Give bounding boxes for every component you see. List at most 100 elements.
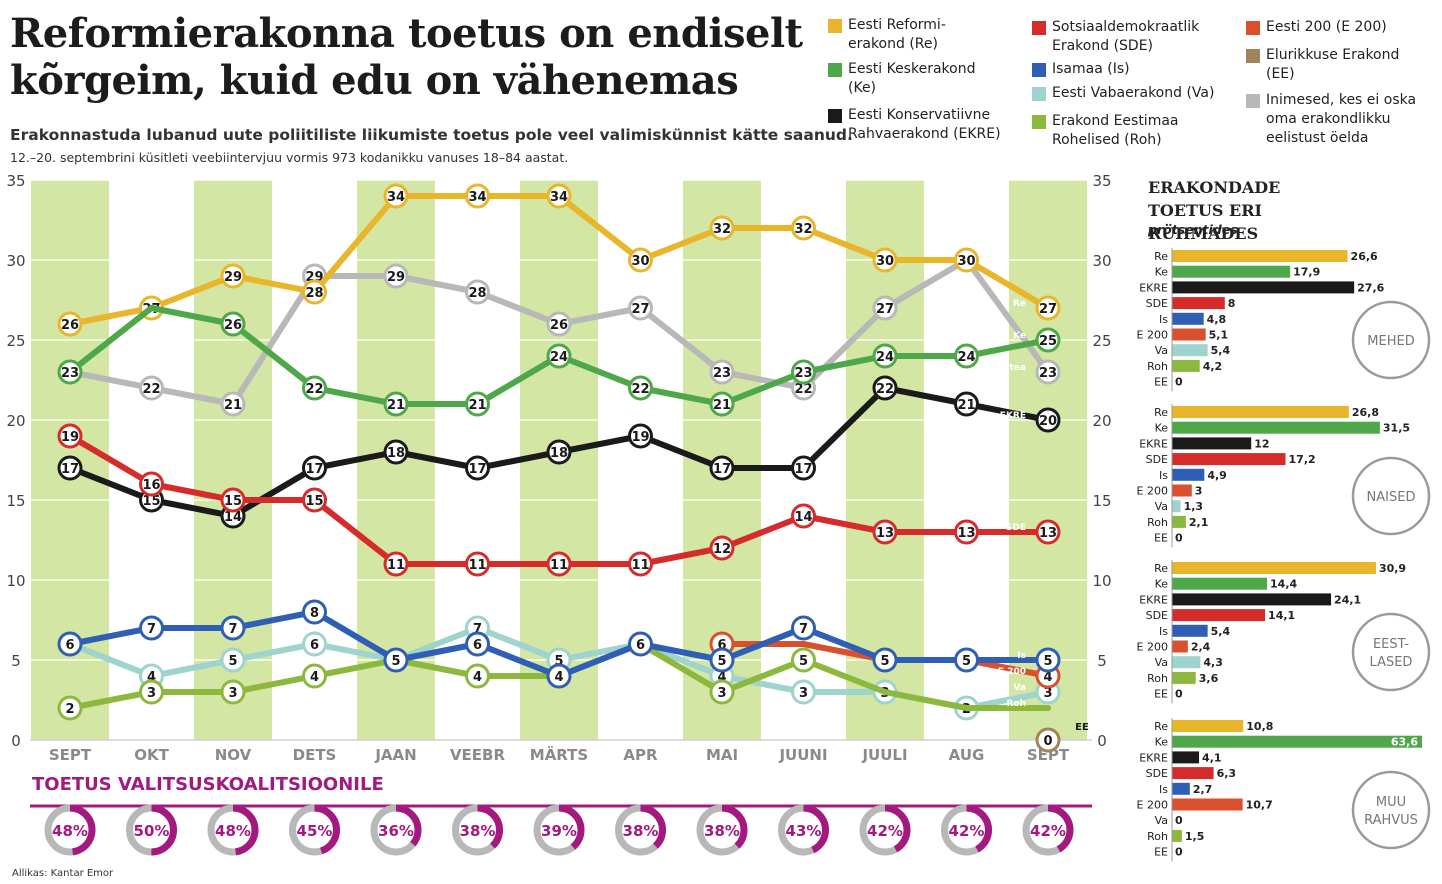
donut-label: 38%: [460, 822, 496, 840]
legend-label: Eesti 200 (E 200): [1266, 19, 1387, 35]
bar-category: Is: [1159, 313, 1168, 326]
bar: [1172, 829, 1182, 842]
x-tick-label: MAI: [706, 746, 738, 764]
bar: [1172, 656, 1201, 669]
donut-arc: [207, 804, 259, 856]
data-label: 23: [794, 366, 812, 381]
data-label: 29: [387, 270, 405, 285]
data-label: 11: [387, 558, 405, 573]
legend-swatch: [1032, 21, 1046, 35]
group-badge: [1351, 456, 1431, 536]
x-tick-label: NOV: [215, 746, 252, 764]
data-label: 5: [228, 654, 237, 669]
data-label: 6: [65, 638, 74, 653]
data-label: 5: [880, 654, 889, 669]
data-point: [465, 279, 490, 305]
data-label: 12: [713, 542, 731, 557]
data-point: [302, 279, 327, 305]
series-ke: 23 26 22 21 21 24 22 21 23 24 24 25 Ke: [57, 305, 1061, 417]
bar-group-2: EEST- LASED Re 30,9 Ke 14,4 EKRE 24,1 SDE 14,1 Is 5…: [1137, 560, 1431, 704]
data-label: 27: [876, 302, 894, 317]
group-badge: [1351, 770, 1431, 850]
data-point: [220, 647, 246, 673]
donut-label: 48%: [215, 822, 251, 840]
y-tick-left: 0: [11, 732, 21, 750]
data-point: [57, 695, 83, 721]
data-point: [57, 311, 83, 337]
bar-category: Re: [1154, 562, 1168, 575]
y-tick-left: 15: [6, 492, 25, 510]
data-label: 22: [794, 382, 812, 397]
bar-value: 0: [1175, 814, 1183, 827]
bar-value: 4,2: [1203, 360, 1223, 373]
data-label: 5: [962, 654, 971, 669]
group-label: MEHED: [1367, 334, 1414, 349]
bar-category: Va: [1155, 344, 1168, 357]
bar: [1172, 265, 1291, 278]
headline: Reformierakonna toetus on endiselt kõrge…: [10, 10, 803, 104]
bar-category: Roh: [1147, 672, 1168, 685]
data-label: 34: [387, 190, 405, 205]
data-label: 25: [1039, 334, 1057, 349]
data-label: 6: [717, 638, 726, 653]
x-tick-label: DETS: [293, 746, 337, 764]
bar-category: EKRE: [1139, 281, 1168, 294]
data-point: [628, 631, 653, 657]
bar-category: E 200: [1137, 799, 1168, 812]
bar-group-1: NAISED Re 26,8 Ke 31,5 EKRE 12 SDE 17,2 Is 4,9 E 20…: [1137, 404, 1431, 548]
data-point: [872, 295, 898, 321]
data-point: [220, 487, 246, 513]
y-tick-right: 0: [1097, 732, 1107, 750]
y-tick-right: 25: [1092, 332, 1111, 350]
donut-label: 39%: [541, 822, 577, 840]
bar-value: 0: [1175, 846, 1183, 859]
data-point: [872, 519, 898, 545]
y-tick-right: 15: [1092, 492, 1111, 510]
data-point: [954, 247, 979, 273]
data-point: [1035, 327, 1061, 353]
legend-swatch: [1246, 21, 1260, 35]
y-tick-right: 20: [1092, 412, 1111, 430]
data-point: [954, 647, 979, 673]
data-point: [872, 647, 898, 673]
donut-arc: [941, 804, 992, 856]
data-point: [709, 647, 735, 673]
bar-value: 4,8: [1207, 313, 1227, 326]
data-label: 23: [713, 366, 731, 381]
bar-value: 5,4: [1211, 625, 1231, 638]
data-label: 22: [876, 382, 894, 397]
data-label: 26: [224, 318, 242, 333]
data-label: 17: [61, 462, 79, 477]
legend-label: Inimesed, kes ei oska oma erakondlikku eel…: [1266, 92, 1417, 146]
bar-category: Va: [1155, 656, 1168, 669]
data-point: [57, 359, 83, 385]
data-point: [546, 551, 572, 577]
data-point: [57, 631, 83, 657]
bar: [1172, 406, 1349, 418]
data-label: 7: [473, 622, 482, 637]
data-label: 18: [387, 446, 405, 461]
data-label: 23: [1039, 366, 1057, 381]
data-point: [628, 295, 653, 321]
data-label: 15: [142, 494, 160, 509]
y-tick-left: 35: [6, 172, 25, 190]
y-tick-right: 35: [1092, 172, 1111, 190]
series-tag: EKRE: [1000, 411, 1026, 421]
x-tick-label: APR: [623, 746, 658, 764]
data-point: [791, 215, 816, 241]
data-point: [302, 375, 327, 401]
x-tick-label: VEEBR: [450, 746, 506, 764]
data-label: 4: [554, 670, 563, 685]
series-tag: E 200: [998, 667, 1026, 677]
bar-category: E 200: [1137, 485, 1168, 498]
data-label: 30: [957, 254, 975, 269]
data-label: 22: [631, 382, 649, 397]
bar-category: EE: [1154, 532, 1168, 545]
data-label: 8: [310, 606, 319, 621]
bar-category: Ke: [1155, 736, 1169, 749]
data-label: 4: [1043, 670, 1052, 685]
data-label: 3: [228, 686, 237, 701]
bar: [1172, 515, 1186, 528]
